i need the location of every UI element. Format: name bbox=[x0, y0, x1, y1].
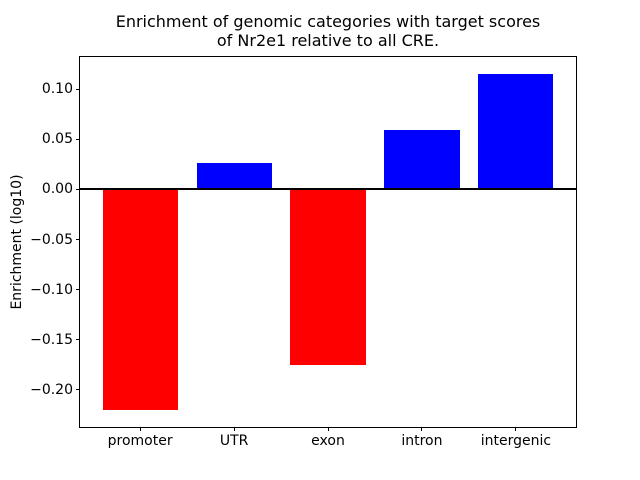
x-tick-mark bbox=[421, 427, 423, 431]
bar-UTR bbox=[196, 163, 272, 190]
bar-promoter bbox=[102, 189, 178, 410]
y-tick-label: 0.05 bbox=[41, 131, 73, 148]
bar-intergenic bbox=[478, 74, 554, 190]
zero-line bbox=[80, 188, 576, 191]
chart-title-line-2: of Nr2e1 relative to all CRE. bbox=[216, 31, 440, 50]
chart-title: Enrichment of genomic categories with ta… bbox=[78, 12, 578, 50]
y-tick-label: −0.15 bbox=[30, 331, 73, 348]
x-tick-label-exon: exon bbox=[311, 433, 345, 449]
y-tick-label: −0.10 bbox=[30, 281, 73, 298]
x-tick-label-intron: intron bbox=[401, 433, 443, 449]
bar-intron bbox=[384, 130, 460, 190]
chart-title-line-1: Enrichment of genomic categories with ta… bbox=[115, 12, 541, 31]
x-tick-mark bbox=[233, 427, 235, 431]
y-tick-mark bbox=[76, 289, 80, 291]
y-tick-mark bbox=[76, 138, 80, 140]
y-tick-mark bbox=[76, 239, 80, 240]
y-tick-label: −0.05 bbox=[30, 231, 73, 248]
x-tick-label-promoter: promoter bbox=[107, 433, 173, 449]
x-tick-label-UTR: UTR bbox=[219, 433, 249, 449]
y-tick-mark bbox=[76, 88, 80, 90]
x-tick-label-intergenic: intergenic bbox=[480, 433, 552, 449]
y-tick-mark bbox=[76, 389, 80, 391]
y-tick-mark bbox=[76, 339, 80, 341]
x-tick-mark bbox=[139, 427, 141, 431]
x-tick-mark bbox=[327, 427, 329, 431]
x-tick-mark bbox=[515, 427, 517, 431]
y-tick-label: −0.20 bbox=[30, 381, 73, 398]
y-tick-mark bbox=[76, 188, 80, 190]
y-tick-label: 0.00 bbox=[41, 181, 73, 198]
y-tick-label: 0.10 bbox=[41, 81, 73, 98]
bar-exon bbox=[290, 189, 366, 365]
